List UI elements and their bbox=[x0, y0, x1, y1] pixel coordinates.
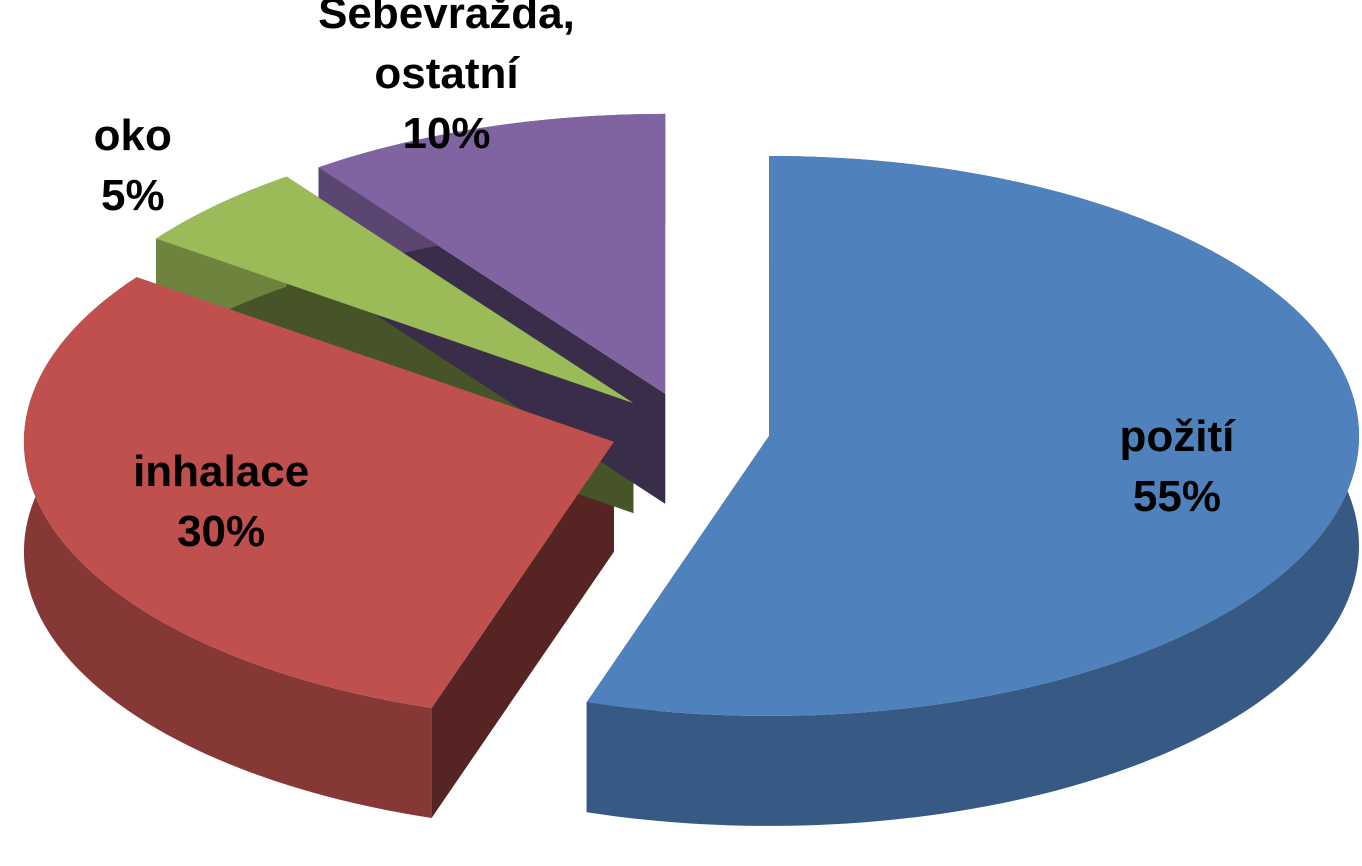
value-label: 5% bbox=[100, 170, 165, 220]
value-label: 30% bbox=[177, 507, 266, 557]
category-label: požití bbox=[1119, 411, 1235, 461]
slice-label: inhalace 30% bbox=[133, 442, 309, 562]
slice-label: požití 55% bbox=[1119, 407, 1234, 527]
category-label: inhalace bbox=[133, 447, 310, 497]
slice bbox=[156, 176, 634, 404]
value-label: 55% bbox=[1132, 471, 1221, 521]
slice bbox=[23, 277, 614, 709]
slice bbox=[318, 113, 666, 394]
category-label: Sebevražda, ostatní bbox=[318, 0, 575, 99]
slice bbox=[586, 155, 1360, 716]
slice-label: oko 5% bbox=[94, 106, 172, 226]
slice-wall bbox=[23, 277, 432, 819]
category-label: oko bbox=[93, 110, 172, 160]
value-label: 10% bbox=[402, 109, 491, 159]
slice-label: Sebevražda, ostatní 10% bbox=[306, 0, 586, 164]
